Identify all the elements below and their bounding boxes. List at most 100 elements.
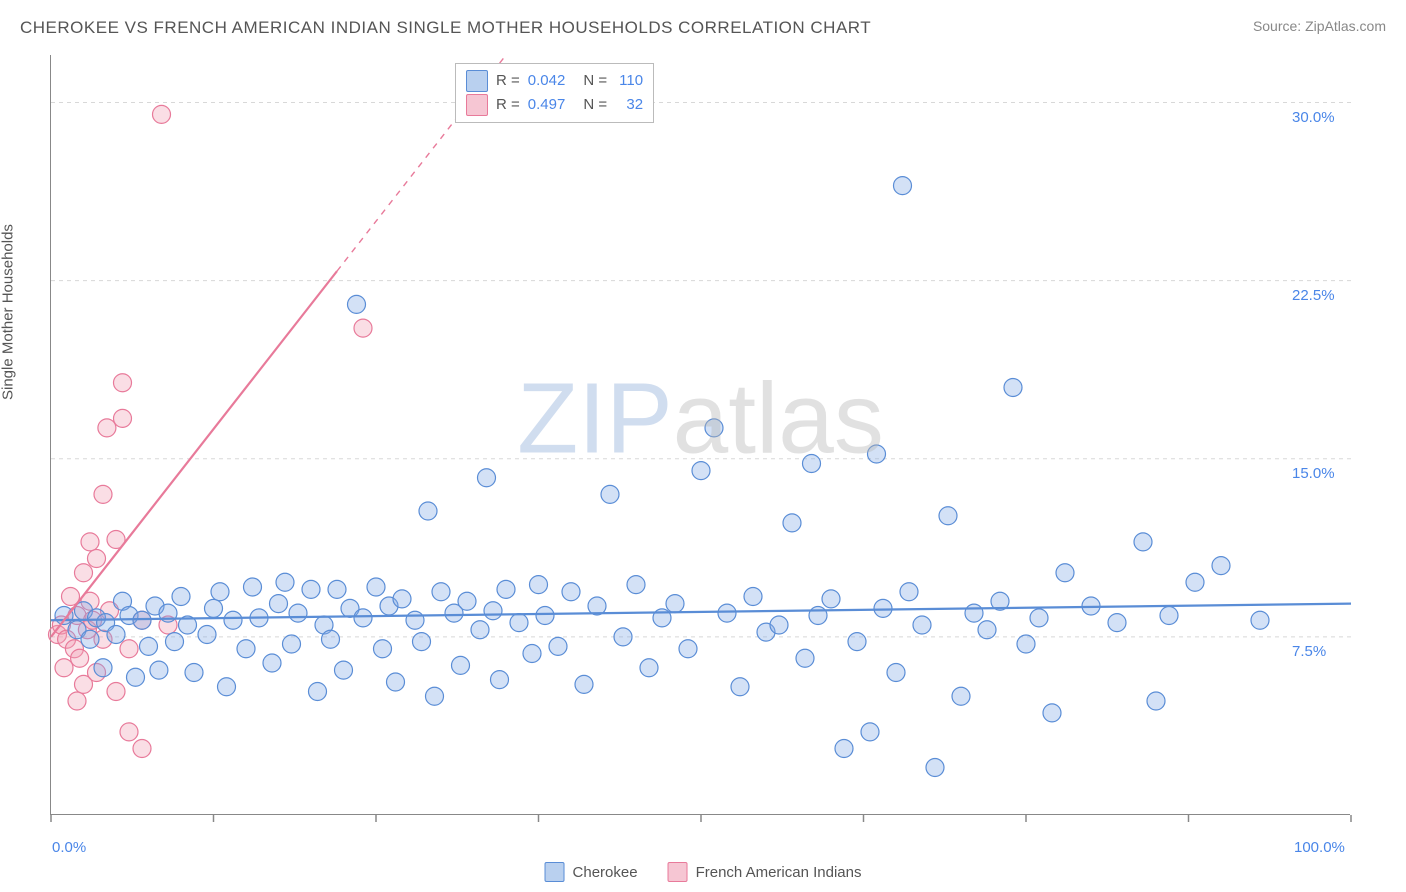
data-point — [172, 588, 190, 606]
data-point — [731, 678, 749, 696]
trendline — [51, 604, 1351, 621]
data-point — [237, 640, 255, 658]
data-point — [263, 654, 281, 672]
data-point — [68, 692, 86, 710]
data-point — [614, 628, 632, 646]
data-point — [98, 419, 116, 437]
data-point — [354, 319, 372, 337]
data-point — [426, 687, 444, 705]
stats-n-label: N = — [583, 93, 607, 117]
data-point — [211, 583, 229, 601]
data-point — [894, 177, 912, 195]
legend-label: Cherokee — [573, 864, 638, 881]
data-point — [367, 578, 385, 596]
data-point — [562, 583, 580, 601]
data-point — [679, 640, 697, 658]
legend-swatch — [668, 862, 688, 882]
data-point — [114, 409, 132, 427]
correlation-stats-box: R = 0.042N = 110R = 0.497N = 32 — [455, 63, 654, 123]
data-point — [393, 590, 411, 608]
chart-container: CHEROKEE VS FRENCH AMERICAN INDIAN SINGL… — [0, 0, 1406, 892]
data-point — [549, 637, 567, 655]
data-point — [413, 633, 431, 651]
data-point — [81, 630, 99, 648]
data-point — [835, 740, 853, 758]
data-point — [705, 419, 723, 437]
chart-title: CHEROKEE VS FRENCH AMERICAN INDIAN SINGL… — [20, 18, 871, 38]
data-point — [270, 595, 288, 613]
data-point — [107, 626, 125, 644]
stats-n-label: N = — [583, 69, 607, 93]
data-point — [283, 635, 301, 653]
data-point — [1134, 533, 1152, 551]
data-point — [205, 599, 223, 617]
data-point — [374, 640, 392, 658]
stats-n-value: 32 — [615, 93, 643, 117]
data-point — [166, 633, 184, 651]
data-point — [120, 640, 138, 658]
data-point — [523, 645, 541, 663]
data-point — [1251, 611, 1269, 629]
data-point — [127, 668, 145, 686]
data-point — [224, 611, 242, 629]
data-point — [452, 656, 470, 674]
data-point — [244, 578, 262, 596]
data-point — [471, 621, 489, 639]
data-point — [150, 661, 168, 679]
legend-swatch — [466, 94, 488, 116]
stats-r-value: 0.042 — [528, 69, 566, 93]
stats-r-label: R = — [496, 69, 520, 93]
data-point — [1160, 607, 1178, 625]
y-axis-tick-label: 7.5% — [1292, 643, 1326, 660]
data-point — [276, 573, 294, 591]
data-point — [322, 630, 340, 648]
data-point — [88, 550, 106, 568]
data-point — [913, 616, 931, 634]
scatter-plot-svg — [51, 55, 1351, 815]
data-point — [874, 599, 892, 617]
data-point — [419, 502, 437, 520]
data-point — [1186, 573, 1204, 591]
data-point — [575, 675, 593, 693]
data-point — [153, 105, 171, 123]
data-point — [627, 576, 645, 594]
legend-swatch — [466, 70, 488, 92]
data-point — [406, 611, 424, 629]
data-point — [601, 485, 619, 503]
data-point — [218, 678, 236, 696]
y-axis-tick-label: 15.0% — [1292, 465, 1335, 482]
data-point — [114, 374, 132, 392]
data-point — [770, 616, 788, 634]
legend-label: French American Indians — [696, 864, 862, 881]
data-point — [536, 607, 554, 625]
legend-item: French American Indians — [668, 862, 862, 882]
stats-row: R = 0.042N = 110 — [466, 69, 643, 93]
y-axis-tick-label: 22.5% — [1292, 287, 1335, 304]
data-point — [94, 485, 112, 503]
source-attribution: Source: ZipAtlas.com — [1253, 18, 1386, 34]
data-point — [478, 469, 496, 487]
y-axis-label: Single Mother Households — [0, 224, 17, 400]
data-point — [133, 740, 151, 758]
data-point — [1017, 635, 1035, 653]
data-point — [744, 588, 762, 606]
x-axis-tick-label: 100.0% — [1294, 839, 1345, 856]
data-point — [1108, 614, 1126, 632]
data-point — [965, 604, 983, 622]
data-point — [510, 614, 528, 632]
data-point — [335, 661, 353, 679]
data-point — [796, 649, 814, 667]
data-point — [1043, 704, 1061, 722]
data-point — [861, 723, 879, 741]
data-point — [497, 580, 515, 598]
data-point — [939, 507, 957, 525]
stats-r-value: 0.497 — [528, 93, 566, 117]
data-point — [848, 633, 866, 651]
x-axis-tick-label: 0.0% — [52, 839, 86, 856]
stats-row: R = 0.497N = 32 — [466, 93, 643, 117]
data-point — [1147, 692, 1165, 710]
data-point — [1212, 557, 1230, 575]
data-point — [458, 592, 476, 610]
plot-area: ZIPatlas — [50, 55, 1350, 815]
data-point — [348, 295, 366, 313]
